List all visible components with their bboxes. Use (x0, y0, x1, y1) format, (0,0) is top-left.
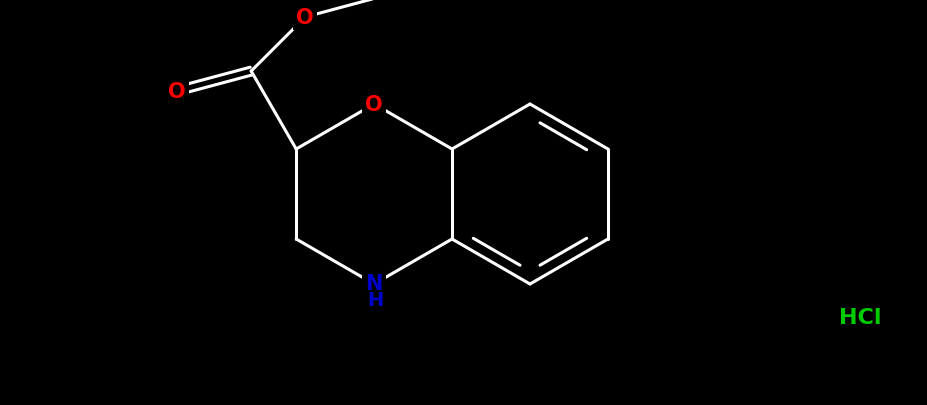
Text: O: O (169, 82, 186, 102)
Text: HCl: HCl (838, 307, 881, 327)
Text: N: N (365, 273, 383, 293)
Text: O: O (365, 95, 383, 115)
Text: H: H (366, 291, 383, 310)
Text: O: O (296, 8, 313, 28)
